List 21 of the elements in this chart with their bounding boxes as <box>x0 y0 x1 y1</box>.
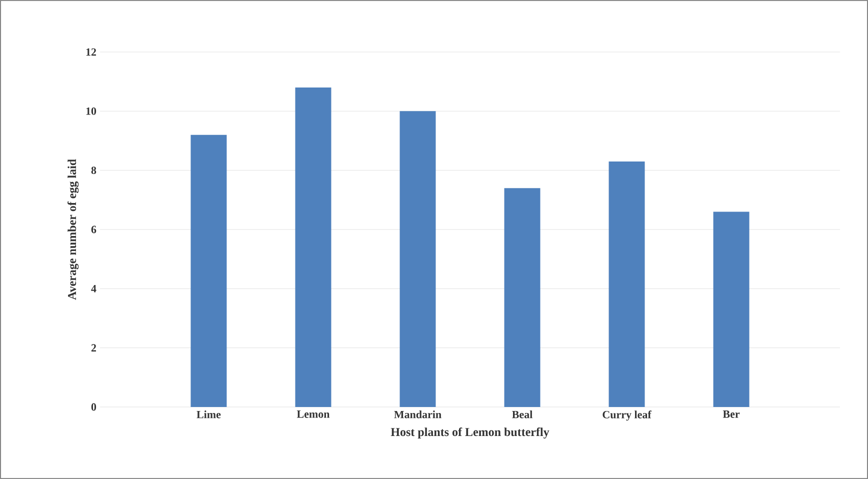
y-tick-label: 10 <box>86 107 96 115</box>
bar <box>295 87 332 407</box>
x-tick-label: Lemon <box>296 410 330 418</box>
y-tick-label: 8 <box>91 166 96 174</box>
y-tick-label: 4 <box>91 285 96 292</box>
x-tick-label: Curry leaf <box>602 410 652 421</box>
y-tick-label: 2 <box>91 344 96 352</box>
bar <box>400 111 436 407</box>
y-tick-label: 6 <box>91 226 96 234</box>
x-axis-title: Host plants of Lemon butterfly <box>390 428 550 439</box>
x-tick-label: Beal <box>512 410 532 418</box>
x-tick-label: Ber <box>722 410 740 418</box>
y-tick-label: 0 <box>91 403 96 411</box>
bar <box>190 134 227 407</box>
bar <box>608 161 645 407</box>
y-tick-label: 12 <box>86 48 96 56</box>
x-tick-label: Mandarin <box>394 410 442 418</box>
x-tick-label: Lime <box>196 410 221 418</box>
bar <box>713 212 750 407</box>
bar <box>504 188 540 407</box>
y-axis-title: Average number of egg laid <box>68 159 79 300</box>
